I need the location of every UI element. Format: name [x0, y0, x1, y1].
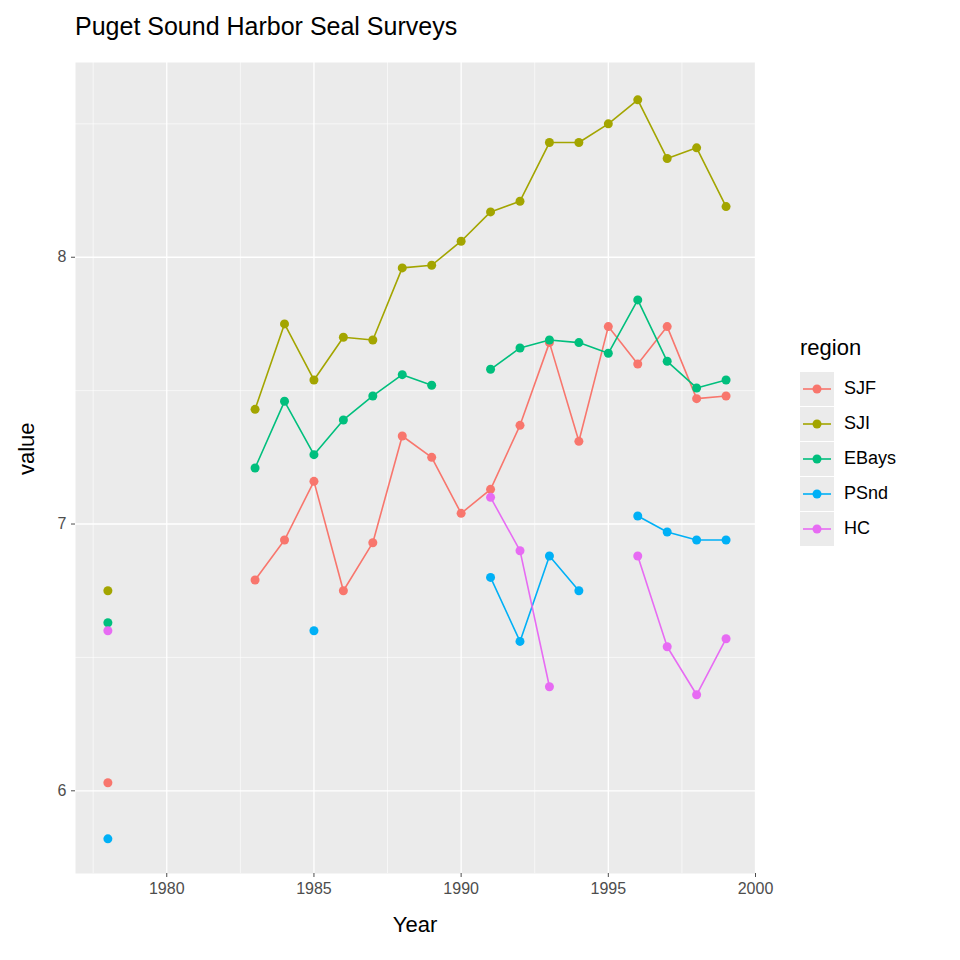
html-text:EBays: EBays: [844, 448, 896, 468]
svg-text:1985: 1985: [296, 880, 332, 897]
html-text:Year: Year: [392, 912, 438, 937]
html-text:value: value: [14, 422, 39, 475]
svg-text:7: 7: [58, 515, 67, 532]
svg-text:1980: 1980: [149, 880, 185, 897]
html-text:PSnd: PSnd: [844, 483, 888, 503]
html-text:region: region: [800, 335, 862, 360]
svg-text:2000: 2000: [738, 880, 774, 897]
svg-text:6: 6: [58, 782, 67, 799]
svg-text:8: 8: [58, 248, 67, 265]
html-text:HC: HC: [844, 518, 870, 538]
svg-text:1995: 1995: [591, 880, 627, 897]
html-text:Puget Sound Harbor Seal Survey: Puget Sound Harbor Seal Surveys: [75, 12, 458, 40]
svg-text:1990: 1990: [443, 880, 479, 897]
html-text:SJI: SJI: [844, 413, 870, 433]
html-text:SJF: SJF: [844, 378, 876, 398]
